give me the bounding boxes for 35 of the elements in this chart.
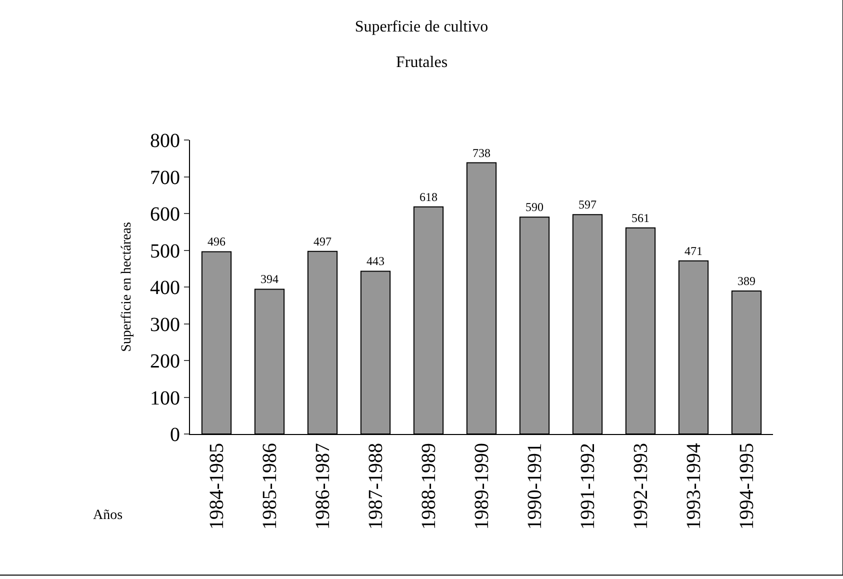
y-tick-label: 0 <box>170 424 180 446</box>
chart-title: Superficie de cultivo <box>354 18 488 36</box>
x-tick-label: 1986-1987 <box>312 443 334 530</box>
y-tick-label: 600 <box>150 204 180 226</box>
x-tick-label: 1989-1990 <box>471 443 493 530</box>
y-axis-title: Superficie en hectáreas <box>120 222 135 352</box>
y-tick-label: 400 <box>150 277 180 299</box>
x-tick-label: 1992-1993 <box>630 443 652 530</box>
data-label: 590 <box>526 200 544 214</box>
y-tick-label: 200 <box>150 350 180 372</box>
x-tick-label: 1985-1986 <box>259 443 281 530</box>
data-label: 561 <box>632 210 650 225</box>
data-label: 389 <box>738 274 756 288</box>
x-tick-label: 1988-1989 <box>418 443 440 530</box>
data-label: 471 <box>684 244 702 258</box>
chart-subtitle: Frutales <box>396 54 448 71</box>
y-tick-label: 100 <box>150 387 180 410</box>
x-axis-title: Años <box>93 508 123 523</box>
data-label: 738 <box>472 146 490 160</box>
x-tick-label: 1987-1988 <box>365 443 387 530</box>
x-tick-label: 1984-1985 <box>206 443 228 530</box>
y-tick-label: 800 <box>150 130 180 152</box>
y-tick-label: 700 <box>150 166 180 189</box>
x-tick-label: 1991-1992 <box>577 443 599 530</box>
data-label: 497 <box>314 234 332 248</box>
data-label: 394 <box>260 272 278 286</box>
x-tick-label: 1994-1995 <box>736 443 758 530</box>
x-tick-label: 1990-1991 <box>524 443 546 530</box>
y-tick-label: 500 <box>150 240 180 262</box>
data-label: 496 <box>208 234 226 249</box>
data-label: 443 <box>366 254 385 268</box>
data-label: 618 <box>420 190 438 204</box>
x-tick-label: 1993-1994 <box>683 443 705 530</box>
data-label: 597 <box>578 198 596 212</box>
y-tick-label: 300 <box>150 314 180 336</box>
